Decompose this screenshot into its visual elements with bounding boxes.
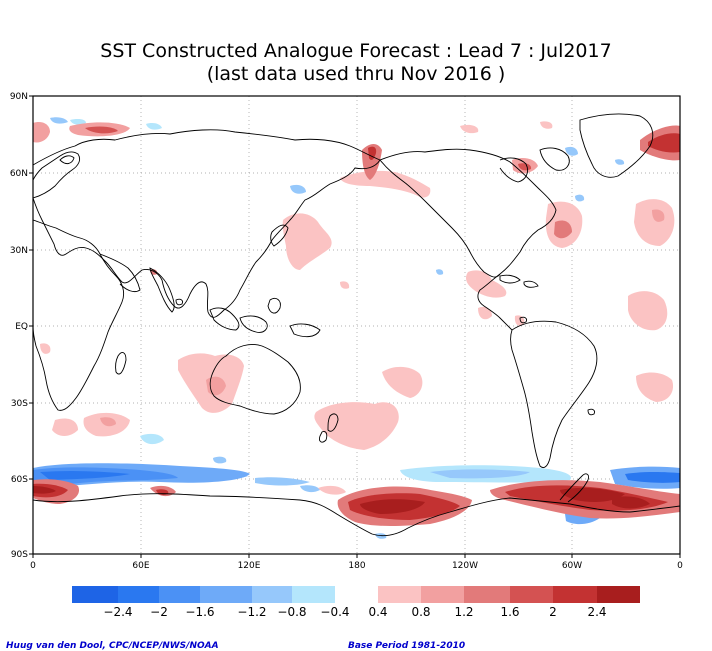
colorbar-label: 2	[549, 605, 557, 619]
map-title-line1: SST Constructed Analogue Forecast : Lead…	[100, 40, 612, 62]
colorbar-label: 0.8	[411, 605, 431, 619]
credit-author: Huug van den Dool, CPC/NCEP/NWS/NOAA	[6, 641, 219, 651]
colorbar-swatch-negative	[292, 586, 335, 603]
lon-label-60e: 60E	[132, 561, 149, 571]
colorbar-swatch-positive	[464, 586, 510, 603]
lon-label-180: 180	[348, 561, 365, 571]
colorbar-label: 2.4	[587, 605, 607, 619]
colorbar-swatch-negative	[252, 586, 292, 603]
lat-label-90s: 90S	[11, 550, 28, 560]
negative-anomaly-patches	[33, 117, 680, 539]
lat-label-60n: 60N	[10, 169, 28, 179]
lon-label-0-right: 0	[677, 561, 683, 571]
lat-label-eq: EQ	[15, 322, 28, 332]
colorbar-label: −2	[150, 605, 168, 619]
lon-label-60w: 60W	[562, 561, 582, 571]
colorbar-label: 0.4	[368, 605, 388, 619]
colorbar-label: −1.6	[185, 605, 215, 619]
map-title-line2: (last data used thru Nov 2016 )	[206, 63, 506, 85]
colorbar-label: −1.2	[237, 605, 267, 619]
colorbar-swatch-positive	[510, 586, 553, 603]
colorbar-label: −0.8	[277, 605, 307, 619]
lon-label-0-left: 0	[30, 561, 36, 571]
colorbar-label: −0.4	[320, 605, 350, 619]
colorbar	[72, 586, 640, 603]
colorbar-swatch-positive	[421, 586, 464, 603]
colorbar-label: 1.6	[500, 605, 520, 619]
colorbar-swatch-negative	[159, 586, 200, 603]
lat-label-60s: 60S	[11, 475, 28, 485]
colorbar-swatch-positive	[597, 586, 640, 603]
colorbar-swatch-positive	[553, 586, 597, 603]
lon-label-120e: 120E	[238, 561, 261, 571]
colorbar-swatch-negative	[72, 586, 118, 603]
grid-lines	[33, 96, 680, 554]
frame-ticks	[29, 95, 681, 558]
lat-label-30s: 30S	[11, 399, 28, 409]
colorbar-swatch-positive	[378, 586, 421, 603]
lat-label-30n: 30N	[10, 246, 28, 256]
colorbar-label: 1.2	[454, 605, 474, 619]
colorbar-label: −2.4	[103, 605, 133, 619]
credit-base-period: Base Period 1981-2010	[348, 641, 466, 651]
lon-label-120w: 120W	[452, 561, 478, 571]
colorbar-swatch-negative	[200, 586, 252, 603]
colorbar-swatch-negative	[118, 586, 159, 603]
lat-label-90n: 90N	[10, 92, 28, 102]
coastlines	[33, 113, 680, 537]
